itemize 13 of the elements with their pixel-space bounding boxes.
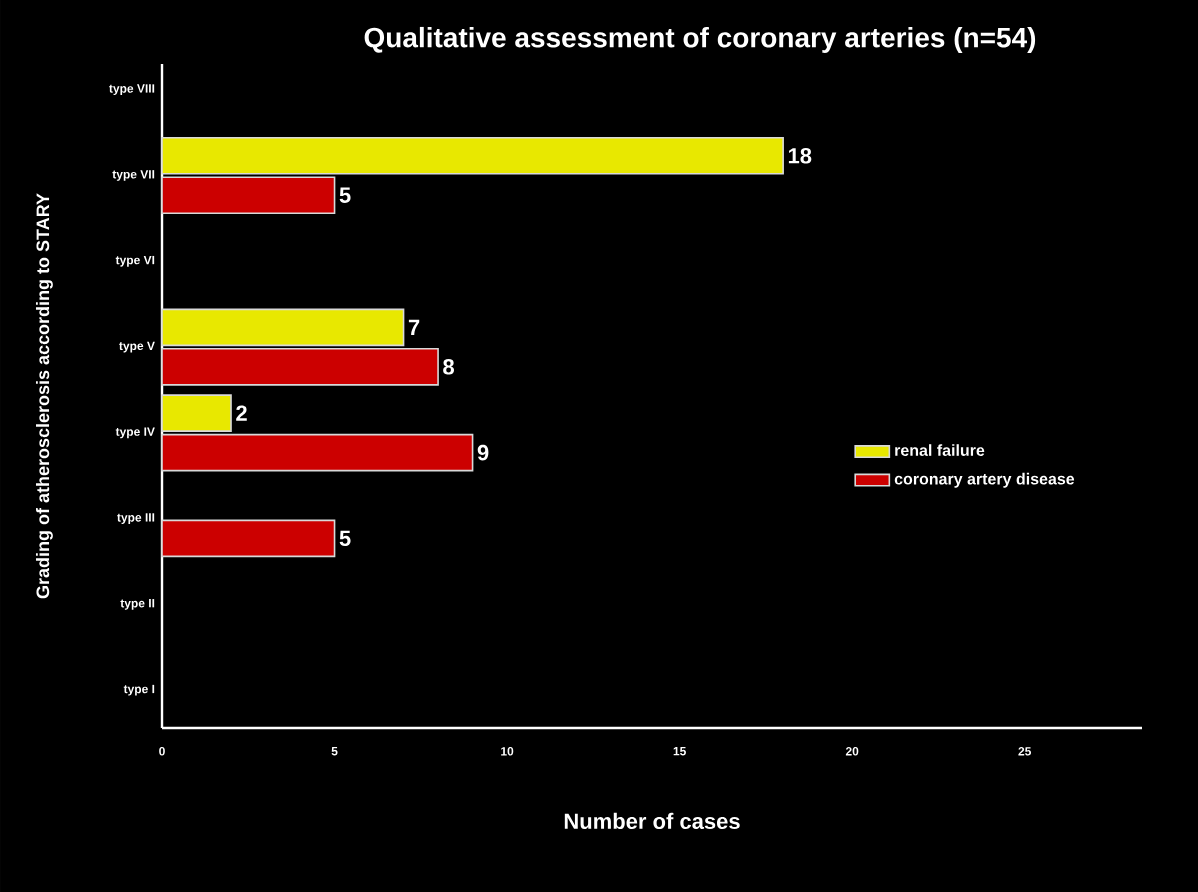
data-label: 5 bbox=[339, 187, 351, 203]
chart-title: Qualitative assessment of coronary arteries (n=54) bbox=[364, 26, 1036, 54]
x-axis-title: Number of cases bbox=[564, 812, 740, 830]
data-label: 8 bbox=[443, 359, 455, 375]
bar bbox=[161, 519, 336, 558]
legend-label: renal failure bbox=[895, 444, 985, 456]
y-axis-title: Grading of atherosclerosis according to STARY bbox=[35, 193, 53, 599]
data-label: 5 bbox=[339, 530, 351, 547]
legend-label: coronary artery disease bbox=[894, 472, 1075, 488]
data-label: 9 bbox=[477, 444, 489, 461]
data-label: 2 bbox=[236, 405, 247, 421]
data-label: 18 bbox=[788, 148, 812, 164]
data-label: 7 bbox=[408, 319, 420, 335]
